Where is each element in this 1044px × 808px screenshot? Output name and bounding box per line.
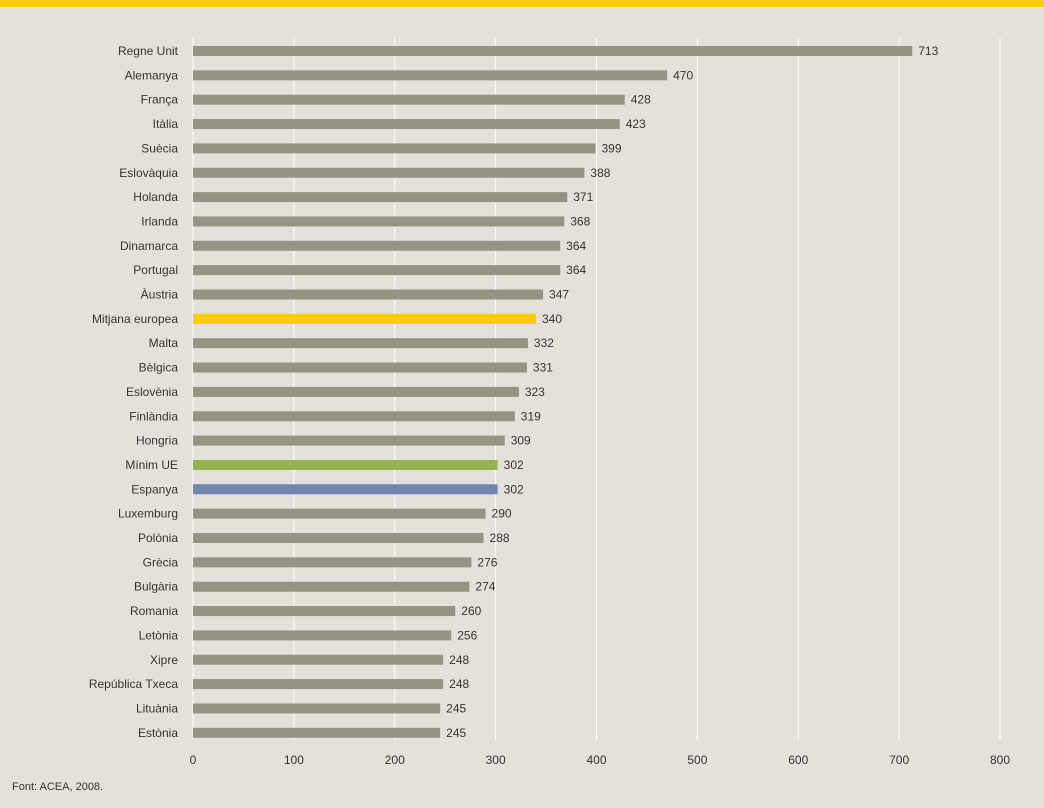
data-label: 428 (631, 93, 651, 107)
data-label: 364 (566, 239, 586, 253)
category-label: Eslovènia (126, 385, 178, 399)
bar (193, 703, 441, 714)
data-label: 302 (504, 482, 524, 496)
category-label: Itàlia (153, 117, 179, 131)
category-label: Regne Unit (118, 44, 179, 58)
data-label: 290 (492, 507, 512, 521)
category-label: Estònia (138, 726, 178, 740)
x-tick-label: 800 (990, 753, 1010, 767)
data-label: 399 (601, 141, 621, 155)
data-label: 319 (521, 409, 541, 423)
source-note: Font: ACEA, 2008. (12, 781, 104, 793)
x-tick-label: 600 (788, 753, 808, 767)
bar-chart: 0 100 200 300 400 500 600 700 800 Regne Unit 713 Al… (89, 38, 1010, 767)
bar (193, 265, 561, 276)
bar (193, 411, 515, 422)
bar (193, 362, 527, 373)
data-label: 368 (570, 214, 590, 228)
category-label: Dinamarca (120, 239, 178, 253)
category-label: Àustria (141, 287, 179, 302)
bar (193, 386, 519, 397)
data-label: 288 (490, 531, 510, 545)
data-label: 371 (573, 190, 593, 204)
x-tick-label: 200 (385, 753, 405, 767)
category-label: Letònia (139, 628, 179, 642)
bar (193, 338, 528, 349)
data-label: 388 (590, 166, 610, 180)
bar (193, 630, 452, 641)
category-label: Malta (149, 336, 179, 350)
category-label: Espanya (131, 482, 178, 496)
bar (193, 533, 484, 543)
category-label: Lituània (136, 701, 178, 715)
x-tick-label: 300 (486, 753, 506, 767)
x-tick-label: 700 (889, 753, 909, 767)
category-label: Portugal (133, 263, 178, 277)
category-label: Mitjana europea (92, 312, 178, 326)
data-label: 470 (673, 68, 693, 82)
bar (193, 119, 620, 130)
bar (193, 679, 444, 690)
category-label: Holanda (133, 190, 178, 204)
bar (193, 192, 568, 203)
data-label: 302 (504, 458, 524, 472)
bar (193, 508, 486, 519)
data-label: 309 (511, 434, 531, 448)
bar (193, 143, 596, 154)
bar (193, 606, 456, 617)
data-label: 276 (477, 555, 497, 569)
data-label: 423 (626, 117, 646, 131)
category-label: Finlàndia (129, 409, 178, 423)
category-label: Hongria (136, 434, 178, 448)
bar (193, 289, 544, 300)
category-label: França (141, 93, 179, 107)
category-label: Mínim UE (125, 458, 178, 472)
category-label: Irlanda (141, 214, 178, 228)
bar (193, 70, 668, 81)
bar (193, 216, 565, 227)
category-label: Alemanya (125, 68, 179, 82)
bar (193, 459, 498, 470)
category-label: Polònia (138, 531, 178, 545)
category-label: Xipre (150, 653, 178, 667)
bar (193, 484, 498, 495)
data-label: 332 (534, 336, 554, 350)
bar (193, 94, 625, 105)
category-label: Suècia (141, 141, 178, 155)
data-label: 260 (461, 604, 481, 618)
bar (193, 727, 441, 738)
bar (193, 46, 913, 56)
data-label: 364 (566, 263, 586, 277)
bar (193, 654, 444, 665)
data-label: 248 (449, 677, 469, 691)
bar (193, 167, 585, 178)
category-label: Romania (130, 604, 178, 618)
data-label: 245 (446, 701, 466, 715)
data-label: 347 (549, 288, 569, 302)
x-tick-label: 400 (586, 753, 606, 767)
top-accent-bar (0, 0, 1044, 7)
data-label: 331 (533, 361, 553, 375)
category-label: Bèlgica (139, 361, 179, 375)
category-label: Eslovàquia (119, 166, 178, 180)
bar (193, 435, 505, 446)
bar (193, 581, 470, 592)
data-label: 256 (457, 628, 477, 642)
x-tick-label: 0 (190, 753, 197, 767)
data-label: 248 (449, 653, 469, 667)
category-label: Grècia (143, 555, 179, 569)
data-label: 245 (446, 726, 466, 740)
x-tick-label: 500 (687, 753, 707, 767)
data-label: 340 (542, 312, 562, 326)
category-label: Bulgària (134, 580, 178, 594)
category-label: Luxemburg (118, 507, 178, 521)
data-label: 713 (918, 44, 938, 58)
x-tick-label: 100 (284, 753, 304, 767)
bar (193, 557, 472, 568)
data-label: 274 (475, 580, 495, 594)
category-label: República Txeca (89, 677, 178, 691)
data-label: 323 (525, 385, 545, 399)
bar (193, 313, 536, 324)
bar (193, 240, 561, 251)
